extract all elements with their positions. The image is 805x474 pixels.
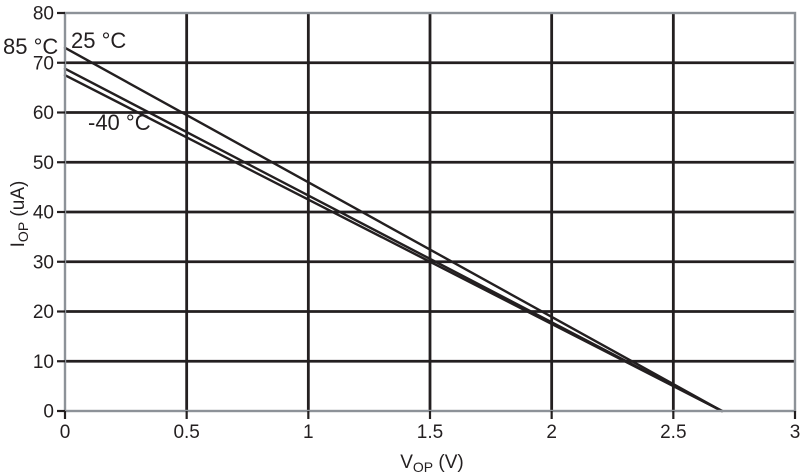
curve-label--40c: -40 °C: [88, 110, 151, 135]
x-tick-label-2: 2: [546, 422, 557, 443]
series-line-85c: [63, 46, 724, 413]
y-tick-label-50: 50: [33, 153, 54, 174]
y-tick-label-0: 0: [43, 402, 54, 423]
y-tick-label-60: 60: [33, 103, 54, 124]
y-tick-label-10: 10: [33, 352, 54, 373]
data-series: [63, 46, 724, 413]
x-tick-label-2.5: 2.5: [660, 422, 686, 443]
x-tick-label-0: 0: [60, 422, 71, 443]
gridlines: [65, 13, 795, 411]
curve-labels: 85 °C 25 °C -40 °C: [3, 28, 151, 135]
y-axis-title: IOP (uA): [8, 181, 31, 248]
x-tick-label-0.5: 0.5: [173, 422, 199, 443]
y-tick-label-30: 30: [33, 252, 54, 273]
x-axis-title: VOP (V): [400, 452, 464, 474]
series-line--40c: [63, 73, 724, 413]
x-tick-label-1: 1: [303, 422, 314, 443]
x-tick-label-1.5: 1.5: [417, 422, 443, 443]
curve-label-85c: 85 °C: [3, 34, 58, 59]
y-tick-label-40: 40: [33, 203, 54, 224]
y-tick-label-20: 20: [33, 302, 54, 323]
curve-label-25c: 25 °C: [71, 28, 126, 53]
axis-ticks: [57, 11, 797, 419]
x-tick-label-3: 3: [790, 422, 801, 443]
y-tick-label-70: 70: [33, 53, 54, 74]
y-tick-label-80: 80: [33, 4, 54, 25]
